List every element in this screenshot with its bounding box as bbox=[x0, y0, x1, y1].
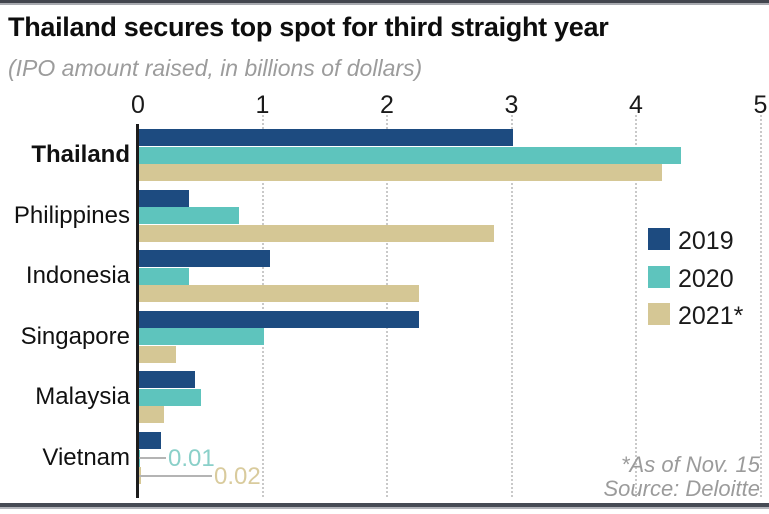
bar-philippines-2019 bbox=[139, 189, 189, 207]
bar-malaysia-2020 bbox=[139, 388, 202, 406]
bar-thailand-2021 bbox=[139, 164, 662, 181]
annotation-leader-line bbox=[139, 474, 212, 477]
gridline bbox=[635, 115, 637, 497]
bar-philippines-2020 bbox=[139, 207, 239, 225]
annotation-leader-line bbox=[139, 457, 166, 459]
page-title: Thailand secures top spot for third stra… bbox=[8, 12, 609, 42]
bar-vietnam-2019 bbox=[139, 432, 162, 449]
x-tick-label: 2 bbox=[380, 91, 394, 119]
gridline bbox=[759, 115, 762, 497]
legend-swatch-2021 bbox=[648, 303, 670, 325]
annotation-label-0.01: 0.01 bbox=[168, 445, 215, 472]
bar-malaysia-2021 bbox=[139, 406, 164, 424]
bottom-border bbox=[0, 503, 769, 507]
footnote: *As of Nov. 15 bbox=[621, 452, 760, 477]
x-tick-label: 5 bbox=[753, 91, 768, 119]
bar-philippines-2021 bbox=[139, 224, 494, 242]
bar-indonesia-2020 bbox=[139, 267, 189, 285]
bar-thailand-2020 bbox=[139, 146, 681, 164]
bottom-border-shade bbox=[0, 507, 769, 509]
bar-indonesia-2021 bbox=[139, 285, 420, 303]
x-tick-label: 3 bbox=[504, 91, 519, 119]
bar-thailand-2019 bbox=[139, 129, 513, 146]
x-tick-label: 0 bbox=[131, 91, 145, 119]
source-credit: Source: Deloitte bbox=[603, 476, 760, 501]
legend-swatch-2019 bbox=[648, 228, 670, 250]
bar-indonesia-2019 bbox=[139, 250, 270, 268]
legend-label: 2020 bbox=[678, 264, 734, 293]
top-border bbox=[0, 0, 769, 3]
category-label: Philippines bbox=[13, 201, 130, 229]
legend-swatch-2020 bbox=[648, 265, 670, 288]
x-tick-label: 4 bbox=[629, 91, 643, 119]
y-axis bbox=[136, 124, 139, 498]
bar-singapore-2021 bbox=[139, 345, 177, 363]
legend-label: 2021* bbox=[678, 302, 744, 330]
top-border-shade bbox=[0, 3, 769, 5]
page-subtitle: (IPO amount raised, in billions of dolla… bbox=[8, 55, 423, 81]
bar-singapore-2019 bbox=[139, 310, 420, 328]
bar-singapore-2020 bbox=[139, 328, 264, 346]
gridline bbox=[510, 115, 513, 497]
gridline bbox=[261, 115, 264, 497]
category-label: Thailand bbox=[31, 141, 130, 168]
category-label: Singapore bbox=[20, 322, 130, 350]
gridline bbox=[386, 115, 388, 497]
category-label: Indonesia bbox=[25, 262, 130, 290]
bar-malaysia-2019 bbox=[139, 371, 196, 389]
annotation-label-0.02: 0.02 bbox=[214, 462, 261, 490]
x-tick-label: 1 bbox=[255, 91, 270, 119]
legend-label: 2019 bbox=[678, 227, 734, 255]
category-label: Vietnam bbox=[42, 444, 130, 471]
category-label: Malaysia bbox=[35, 383, 130, 411]
